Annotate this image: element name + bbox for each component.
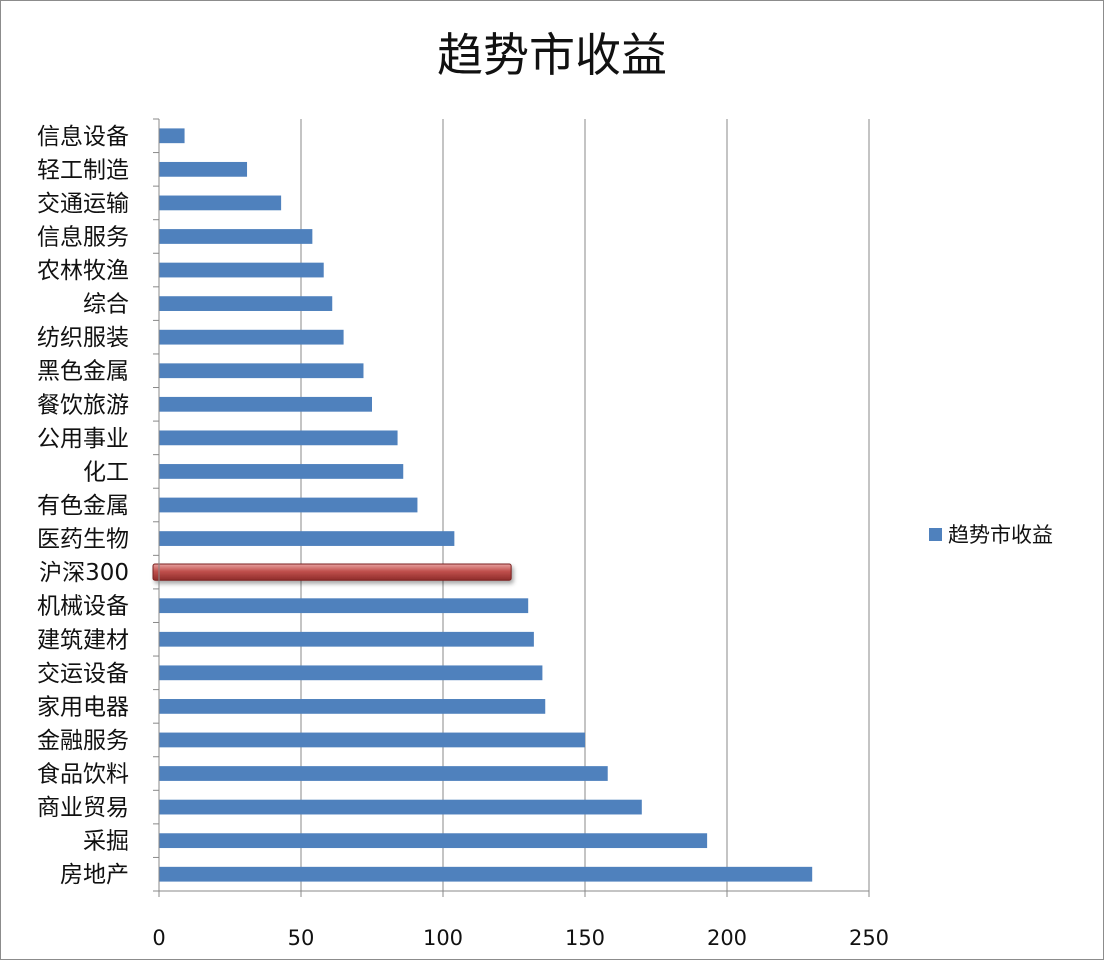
bar	[159, 430, 398, 446]
bar	[159, 195, 282, 211]
category-label: 有色金属	[37, 493, 129, 519]
x-tick-label: 0	[152, 926, 165, 950]
bar	[159, 262, 324, 278]
bar	[159, 464, 404, 479]
axes	[153, 118, 870, 897]
category-label: 金融服务	[37, 728, 129, 754]
bar	[159, 833, 708, 849]
chart-title: 趋势市收益	[437, 28, 667, 82]
category-label: 食品饮料	[37, 762, 129, 788]
bar	[159, 329, 344, 345]
bar	[159, 799, 642, 815]
tick-labels: 0 50 100 150 200 250	[152, 926, 889, 950]
category-label: 家用电器	[37, 694, 129, 720]
category-label: 交通运输	[37, 191, 129, 217]
category-label: 商业贸易	[37, 795, 129, 821]
bar	[159, 866, 813, 882]
bar	[159, 531, 455, 546]
category-label: 沪深300	[39, 560, 129, 586]
category-label: 公用事业	[37, 426, 129, 452]
legend: 趋势市收益	[929, 519, 1053, 549]
x-tick-label: 150	[565, 926, 605, 950]
bar	[159, 665, 543, 681]
bar	[159, 766, 608, 781]
category-label: 农林牧渔	[37, 258, 129, 284]
bar	[159, 296, 333, 311]
bar	[159, 732, 585, 748]
category-label: 轻工制造	[37, 157, 129, 183]
x-tick-label: 50	[288, 926, 315, 950]
bar	[159, 396, 372, 412]
gridlines	[300, 119, 870, 891]
category-label: 综合	[83, 292, 129, 318]
bars	[152, 128, 813, 882]
category-label: 纺织服装	[37, 325, 129, 351]
x-tick-label: 100	[423, 926, 463, 950]
bar	[159, 497, 418, 513]
category-label: 医药生物	[37, 527, 129, 553]
bar	[159, 128, 185, 144]
bar	[159, 699, 546, 714]
category-label: 黑色金属	[37, 359, 129, 385]
legend-swatch	[929, 527, 942, 541]
category-label: 交运设备	[37, 661, 129, 687]
category-label: 房地产	[60, 862, 129, 888]
category-label: 采掘	[83, 829, 129, 855]
category-label: 餐饮旅游	[37, 392, 129, 418]
category-label: 信息设备	[37, 124, 129, 150]
bar	[159, 631, 534, 647]
category-label: 机械设备	[37, 594, 129, 620]
bar	[159, 598, 529, 614]
bar-highlight	[152, 563, 512, 581]
x-tick-label: 200	[707, 926, 747, 950]
category-label: 建筑建材	[37, 627, 129, 653]
legend-label: 趋势市收益	[948, 523, 1053, 547]
category-label: 信息服务	[37, 224, 129, 250]
bar	[159, 363, 364, 379]
bar	[159, 161, 248, 177]
category-label: 化工	[83, 459, 129, 485]
bar	[159, 229, 313, 244]
category-labels: 信息设备轻工制造交通运输信息服务农林牧渔综合纺织服装黑色金属餐饮旅游公用事业化工…	[37, 124, 129, 888]
x-tick-label: 250	[849, 926, 889, 950]
